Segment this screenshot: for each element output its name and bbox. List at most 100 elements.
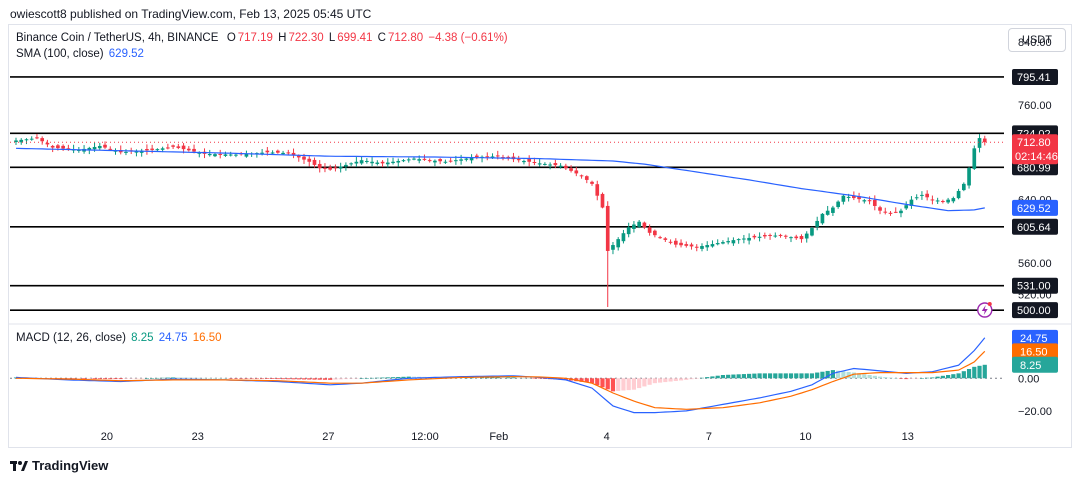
price-axis-tick: 560.00 [1018, 258, 1052, 270]
candle-body [684, 244, 689, 246]
macd-histogram-bar [97, 378, 102, 380]
macd-histogram-bar [207, 378, 212, 379]
sma-legend[interactable]: SMA (100, close) 629.52 [16, 48, 146, 60]
candle-body [354, 161, 359, 164]
candle-body [401, 160, 406, 162]
candle-body [97, 145, 102, 149]
macd-histogram-bar [249, 378, 254, 379]
time-axis-tick: 13 [902, 431, 914, 443]
candle-body [611, 245, 615, 250]
candle-body [228, 154, 233, 156]
macd-histogram-bar [490, 377, 495, 379]
candle-body [391, 161, 395, 164]
time-axis-tick: Feb [489, 431, 508, 443]
candle-body [653, 230, 657, 236]
symbol-title[interactable]: Binance Coin / TetherUS, 4h, BINANCE [16, 32, 219, 44]
macd-histogram-bar [244, 378, 249, 379]
candle-body [852, 195, 856, 199]
macd-histogram-bar [804, 373, 809, 379]
candle-body [752, 235, 757, 238]
candle-body [14, 140, 18, 143]
candle-body [762, 235, 767, 237]
candle-body [35, 137, 39, 139]
sma-tag [1012, 199, 1058, 216]
candle-body [197, 152, 202, 154]
macd-histogram-bar [134, 378, 139, 379]
candle-body [967, 168, 971, 186]
candle-body [490, 156, 495, 158]
candle-body [302, 156, 306, 160]
candle-body [642, 222, 647, 228]
macd-histogram-bar [579, 378, 584, 382]
candle-body [857, 196, 861, 200]
candle-body [344, 164, 348, 167]
candle-body [103, 144, 107, 148]
macd-histogram-bar [218, 378, 223, 379]
macd-histogram-bar [76, 378, 81, 380]
candle-body [406, 159, 411, 161]
macd-histogram-bar [171, 377, 176, 379]
candle-body [862, 200, 867, 202]
candle-body [265, 150, 270, 153]
macd-histogram-bar [877, 376, 883, 379]
macd-histogram-bar [165, 377, 170, 379]
macd-histogram-bar [914, 378, 919, 379]
macd-legend[interactable]: MACD (12, 26, close) 8.25 24.75 16.50 [16, 332, 224, 344]
macd-histogram-bar [317, 378, 322, 380]
candle-body [296, 155, 301, 158]
macd-line [15, 337, 986, 414]
macd-histogram-bar [678, 378, 684, 381]
candle-body [616, 239, 621, 248]
macd-histogram-bar [338, 378, 343, 380]
macd-histogram-bar [642, 378, 647, 387]
candle-body [553, 163, 558, 166]
candle-body [632, 224, 636, 229]
candle-body [605, 205, 610, 251]
candle-body [564, 165, 568, 169]
macd-histogram-bar [233, 378, 239, 379]
candle-body [29, 138, 34, 140]
candle-body [150, 148, 154, 150]
currency-button[interactable]: USDT [1008, 28, 1066, 52]
macd-histogram-bar [129, 378, 134, 379]
candle-body [281, 152, 285, 155]
candle-body [375, 162, 380, 164]
macd-histogram-bar [87, 378, 92, 380]
macd-histogram-bar [841, 371, 846, 379]
tradingview-logo[interactable]: TradingView [10, 458, 108, 473]
signal-line [16, 350, 986, 410]
macd-histogram-bar [684, 378, 689, 380]
macd-histogram-bar [778, 373, 783, 379]
macd-histogram-bar [689, 378, 694, 380]
macd-histogram-bar [715, 375, 720, 379]
candle-body [679, 242, 683, 246]
macd-histogram-bar [123, 378, 129, 379]
macd-histogram-bar [930, 377, 935, 379]
macd-histogram-bar [359, 378, 364, 379]
brand-name: TradingView [32, 458, 109, 473]
candle-body [794, 236, 799, 239]
candle-body [789, 237, 793, 239]
time-axis-tick: 27 [322, 431, 334, 443]
macd-histogram-bar [946, 375, 951, 379]
macd-histogram-bar [951, 374, 956, 379]
candle-body [223, 154, 228, 156]
candle-body [920, 194, 924, 196]
macd-histogram-bar [935, 376, 940, 379]
event-badge [987, 302, 992, 306]
candle-body [396, 160, 401, 163]
macd-histogram-bar [851, 372, 856, 379]
candle-body [270, 152, 275, 154]
macd-histogram-bar [202, 377, 207, 379]
macd-histogram-bar [904, 378, 909, 380]
level-label: 795.41 [1017, 72, 1051, 84]
sma-value: 629.52 [108, 48, 144, 60]
candle-body [171, 145, 175, 147]
candle-body [349, 163, 353, 165]
candle-body [705, 245, 710, 248]
macd-histogram-bar [155, 377, 160, 379]
candle-body [558, 165, 563, 168]
candle-body [982, 138, 987, 143]
level-label: 680.99 [1017, 162, 1051, 174]
